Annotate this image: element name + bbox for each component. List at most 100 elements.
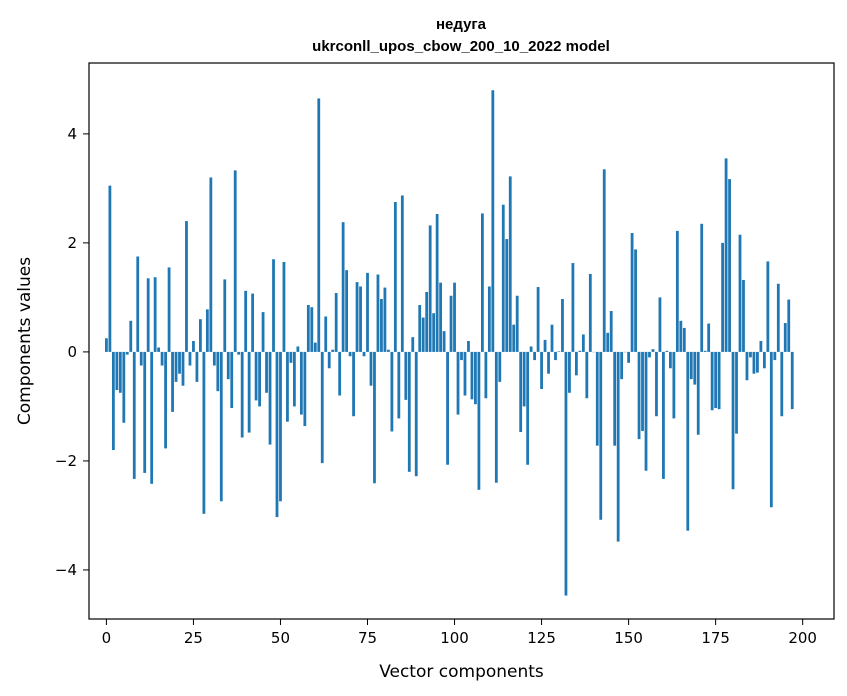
bar xyxy=(658,297,662,352)
bar xyxy=(759,341,763,352)
bar xyxy=(111,351,115,451)
bar xyxy=(362,351,366,357)
bar xyxy=(320,351,324,464)
bar xyxy=(703,350,707,352)
bar xyxy=(185,221,188,352)
x-axis-label: Vector components xyxy=(379,662,544,682)
bar xyxy=(251,293,255,352)
bar xyxy=(665,350,669,352)
bar xyxy=(529,346,533,352)
bar xyxy=(352,351,355,417)
bar xyxy=(202,351,206,514)
bar xyxy=(122,351,126,423)
y-axis-ticks: −4 −2 0 2 4 xyxy=(55,125,89,579)
bar xyxy=(609,311,613,352)
bar xyxy=(484,351,488,399)
bar xyxy=(223,279,227,352)
bar xyxy=(578,350,582,352)
bar xyxy=(682,327,686,352)
bar xyxy=(373,351,376,484)
bar xyxy=(348,351,352,357)
bar xyxy=(700,223,704,352)
bar xyxy=(637,351,641,440)
chart-subtitle: ukrconll_upos_cbow_200_10_2022 model xyxy=(312,38,610,55)
bar xyxy=(662,351,665,479)
bar xyxy=(299,351,303,415)
bar xyxy=(174,351,178,382)
bar xyxy=(366,272,369,352)
bar xyxy=(188,351,192,366)
bar xyxy=(717,351,721,410)
bar xyxy=(244,290,248,352)
bar xyxy=(313,342,317,352)
bar xyxy=(693,351,697,385)
bar xyxy=(160,351,164,366)
bar xyxy=(487,286,491,352)
bar xyxy=(132,351,136,479)
x-tick-label: 150 xyxy=(614,629,643,647)
bar xyxy=(571,263,575,352)
bar xyxy=(769,351,773,508)
y-tick-label: 4 xyxy=(67,125,77,143)
bar xyxy=(105,338,108,352)
bar xyxy=(634,249,637,352)
bar xyxy=(108,185,112,352)
bar xyxy=(414,351,418,477)
bar xyxy=(247,351,251,433)
bar xyxy=(376,274,380,352)
bar xyxy=(178,351,181,374)
bar xyxy=(397,351,401,419)
bar xyxy=(219,351,223,502)
bar xyxy=(505,239,509,352)
bar xyxy=(331,349,335,352)
bar xyxy=(644,351,648,471)
x-axis-ticks: 0 25 50 75 100 125 150 175 200 xyxy=(102,619,817,647)
bar xyxy=(432,313,436,352)
bar xyxy=(540,351,543,389)
bar xyxy=(679,320,683,352)
bar xyxy=(501,204,505,352)
bar xyxy=(731,351,735,490)
bar xyxy=(749,351,752,358)
bar xyxy=(233,170,237,352)
bar xyxy=(449,295,453,352)
bar xyxy=(181,351,185,386)
bar xyxy=(616,351,620,542)
bar xyxy=(526,351,530,465)
bar xyxy=(115,351,119,391)
bar xyxy=(226,351,230,380)
bar xyxy=(762,351,766,369)
bar xyxy=(129,320,133,352)
bar xyxy=(286,351,289,422)
bar xyxy=(268,351,272,445)
bar xyxy=(428,225,432,352)
bar xyxy=(296,346,300,352)
bar xyxy=(411,337,415,352)
bar xyxy=(272,259,275,352)
bar xyxy=(324,316,328,352)
bar xyxy=(282,261,286,352)
bar xyxy=(547,351,550,374)
bar xyxy=(317,98,321,352)
bar xyxy=(275,351,279,518)
bar xyxy=(745,351,749,381)
bar xyxy=(533,351,536,361)
bar xyxy=(696,351,700,435)
bar xyxy=(164,351,167,449)
bar xyxy=(146,278,150,352)
bar xyxy=(289,351,293,363)
bar xyxy=(212,351,216,366)
bar xyxy=(735,351,738,434)
bar xyxy=(383,287,387,352)
bar xyxy=(780,351,784,417)
bar xyxy=(568,351,571,393)
bar xyxy=(675,230,679,352)
bar xyxy=(752,351,756,374)
bar xyxy=(199,319,202,352)
bar xyxy=(627,351,630,363)
bar xyxy=(648,351,651,358)
bar xyxy=(393,202,397,352)
x-tick-label: 100 xyxy=(440,629,469,647)
bar xyxy=(707,323,711,352)
bar xyxy=(192,341,195,352)
